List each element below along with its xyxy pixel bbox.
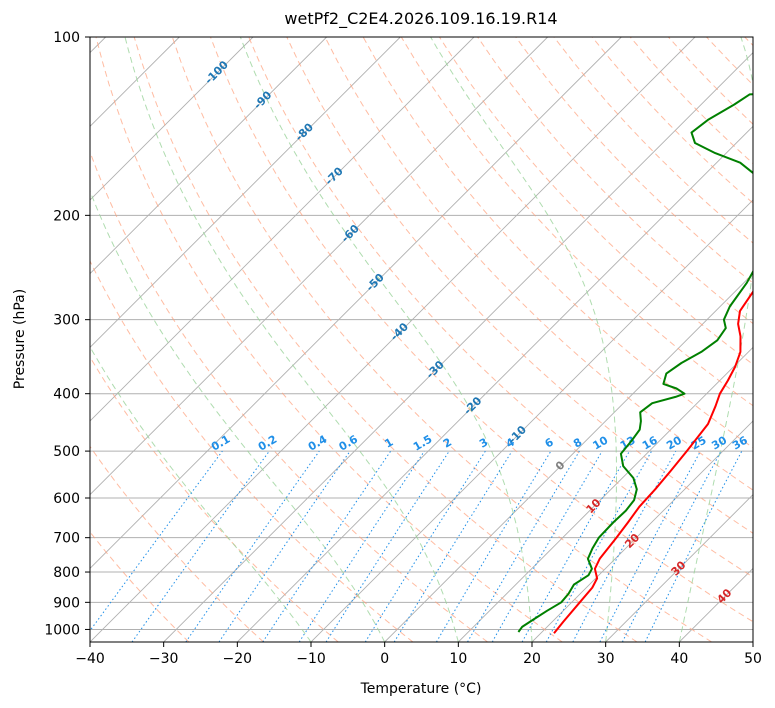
mixing-ratio-line-2 — [185, 450, 320, 642]
y-tick-label: 800 — [53, 565, 80, 581]
y-tick-label: 300 — [53, 313, 80, 329]
grid-layer — [90, 37, 753, 642]
isotherm--70 — [90, 37, 475, 422]
mixing-ratio-line-0 — [90, 450, 223, 632]
mixing-ratio-line-17 — [644, 450, 743, 642]
mixing-ratio-line-6 — [325, 450, 450, 642]
dry-adiabat-30 — [133, 37, 638, 642]
isotherm--60 — [90, 37, 548, 496]
x-tick-label: 0 — [380, 651, 389, 667]
isotherm--90 — [90, 37, 327, 275]
x-tick-label: 20 — [523, 651, 541, 667]
profile-layer — [517, 93, 753, 634]
mixing-ratio-line-3 — [218, 450, 351, 642]
dry-adiabat-70 — [286, 37, 753, 534]
dry-adiabat--20 — [90, 445, 264, 642]
x-tick-label: 30 — [597, 651, 615, 667]
moist-adiabat-20 — [239, 37, 533, 642]
y-tick-label: 900 — [53, 595, 80, 611]
mixing-ratio-line-14 — [572, 450, 677, 642]
y-tick-label: 400 — [53, 387, 80, 403]
isotherm-30 — [605, 494, 753, 642]
x-tick-label: 50 — [744, 651, 762, 667]
temperature-profile — [553, 289, 753, 634]
x-tick-label: −30 — [149, 651, 179, 667]
isotherm--100 — [90, 37, 254, 201]
moist-adiabat-10 — [124, 37, 459, 642]
y-tick-label: 700 — [53, 531, 80, 547]
isotherm--40 — [90, 37, 696, 642]
dry-adiabat--10 — [90, 356, 339, 642]
dewpoint-profile — [517, 93, 753, 633]
y-tick-label: 200 — [53, 208, 80, 224]
dry-adiabat-130 — [515, 37, 753, 284]
dry-adiabat-80 — [324, 37, 753, 491]
moist-adiabat-40 — [678, 37, 753, 642]
y-tick-label: 500 — [53, 444, 80, 460]
dry-adiabat-50 — [210, 37, 753, 623]
x-tick-label: 10 — [449, 651, 467, 667]
isotherm--20 — [237, 125, 753, 642]
mixing-ratio-line-5 — [298, 450, 425, 642]
moist-adiabat-30 — [430, 37, 617, 642]
dry-adiabat-60 — [248, 37, 753, 578]
moist-adiabat--10 — [90, 345, 312, 642]
mixing-ratio-line-4 — [262, 450, 392, 642]
chart-title: wetPf2_C2E4.2026.109.16.19.R14 — [284, 9, 557, 29]
isotherm--80 — [90, 37, 401, 348]
mixing-ratio-line-12 — [521, 450, 630, 642]
x-tick-label: 40 — [670, 651, 688, 667]
isotherm-0 — [384, 273, 753, 642]
isotherm-20 — [531, 420, 753, 642]
dry-adiabat-20 — [95, 37, 563, 642]
x-tick-label: −20 — [223, 651, 253, 667]
axis-layer: −40 −30 −20 −10 0 10 20 30 40 50 100 200 300 400 500 60… — [44, 30, 762, 667]
plot-frame — [89, 36, 754, 643]
isotherm-10 — [458, 346, 753, 642]
mixing-ratio-line-1 — [131, 450, 270, 642]
x-tick-label: −10 — [296, 651, 326, 667]
x-tick-label: −40 — [75, 651, 105, 667]
y-tick-label: 600 — [53, 491, 80, 507]
mixing-ratio-line-8 — [393, 450, 513, 642]
isotherm--30 — [163, 52, 753, 642]
x-axis-label: Temperature (°C) — [360, 681, 482, 697]
dry-adiabat-40 — [171, 37, 712, 642]
y-axis-label: Pressure (hPa) — [12, 289, 28, 389]
dry-adiabat-0 — [90, 259, 414, 642]
moist-adiabat-0 — [90, 189, 386, 642]
isotherm--50 — [90, 37, 622, 569]
y-tick-label: 1000 — [44, 622, 80, 638]
y-tick-label: 100 — [53, 30, 80, 46]
mixing-ratio-line-13 — [545, 450, 653, 642]
